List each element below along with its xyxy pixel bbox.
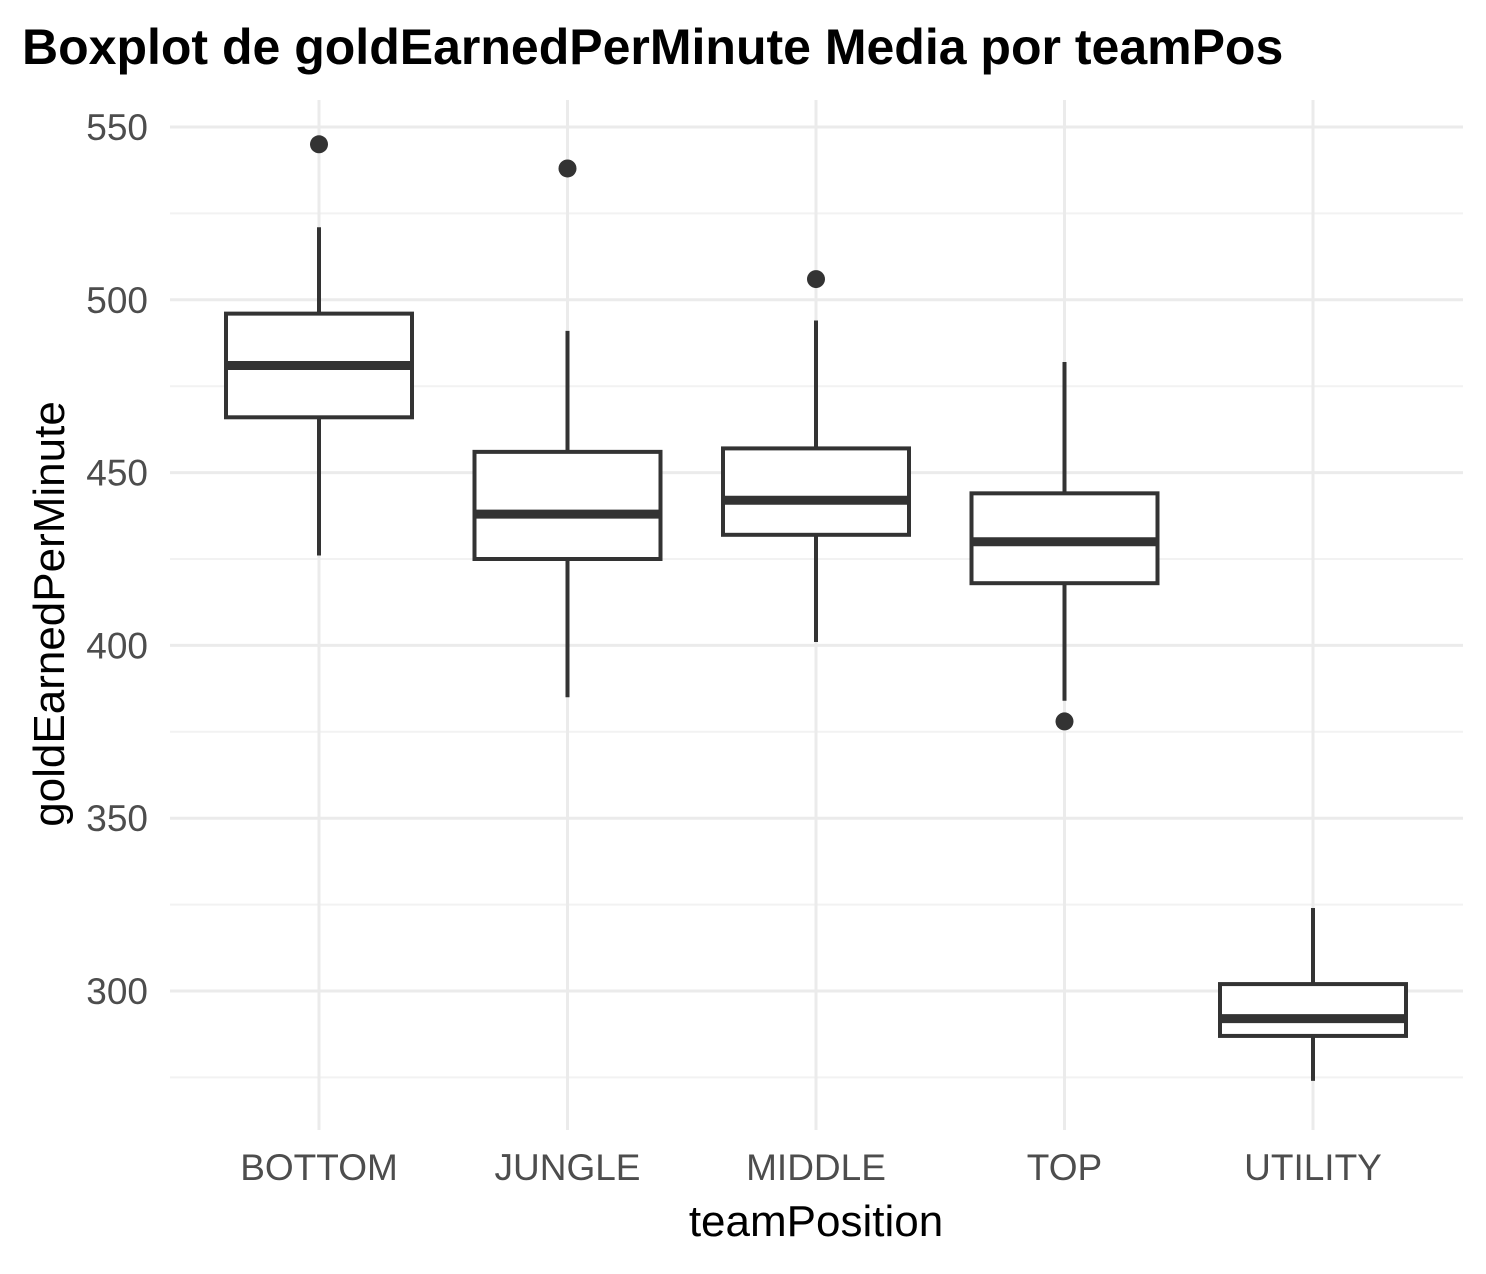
y-tick-label: 300	[86, 971, 148, 1012]
x-tick-label: MIDDLE	[746, 1147, 886, 1188]
box-iqr	[472, 449, 663, 562]
x-tick-label: JUNGLE	[495, 1147, 641, 1188]
x-tick-label: TOP	[1027, 1147, 1102, 1188]
outlier-point	[1055, 712, 1074, 731]
box-layer	[224, 135, 1408, 1081]
box-group-utility	[1218, 908, 1408, 1081]
box-group-middle	[721, 270, 911, 642]
outlier-point	[807, 270, 825, 289]
chart-title: Boxplot de goldEarnedPerMinute Media por…	[22, 19, 1283, 75]
box-group-top	[969, 362, 1160, 731]
y-axis-title: goldEarnedPerMinute	[25, 401, 74, 827]
y-tick-label: 450	[86, 453, 148, 494]
x-axis-title: teamPosition	[689, 1197, 943, 1246]
y-tick-label: 400	[86, 625, 148, 666]
x-tick-label: BOTTOM	[240, 1147, 398, 1188]
box-iqr	[1218, 982, 1408, 1038]
x-tick-label: UTILITY	[1244, 1147, 1382, 1188]
box-group-jungle	[472, 159, 663, 698]
box-group-bottom	[224, 135, 414, 556]
outlier-point	[558, 159, 577, 178]
y-tick-label: 550	[86, 107, 148, 148]
y-tick-label: 350	[86, 798, 148, 839]
axis-layer: 300 350 400 450 500 550 BOTTOM JUNGLE MIDDLE TOP U…	[86, 107, 1382, 1188]
outlier-point	[310, 135, 328, 154]
box-iqr	[721, 446, 911, 537]
y-tick-label: 500	[86, 280, 148, 321]
